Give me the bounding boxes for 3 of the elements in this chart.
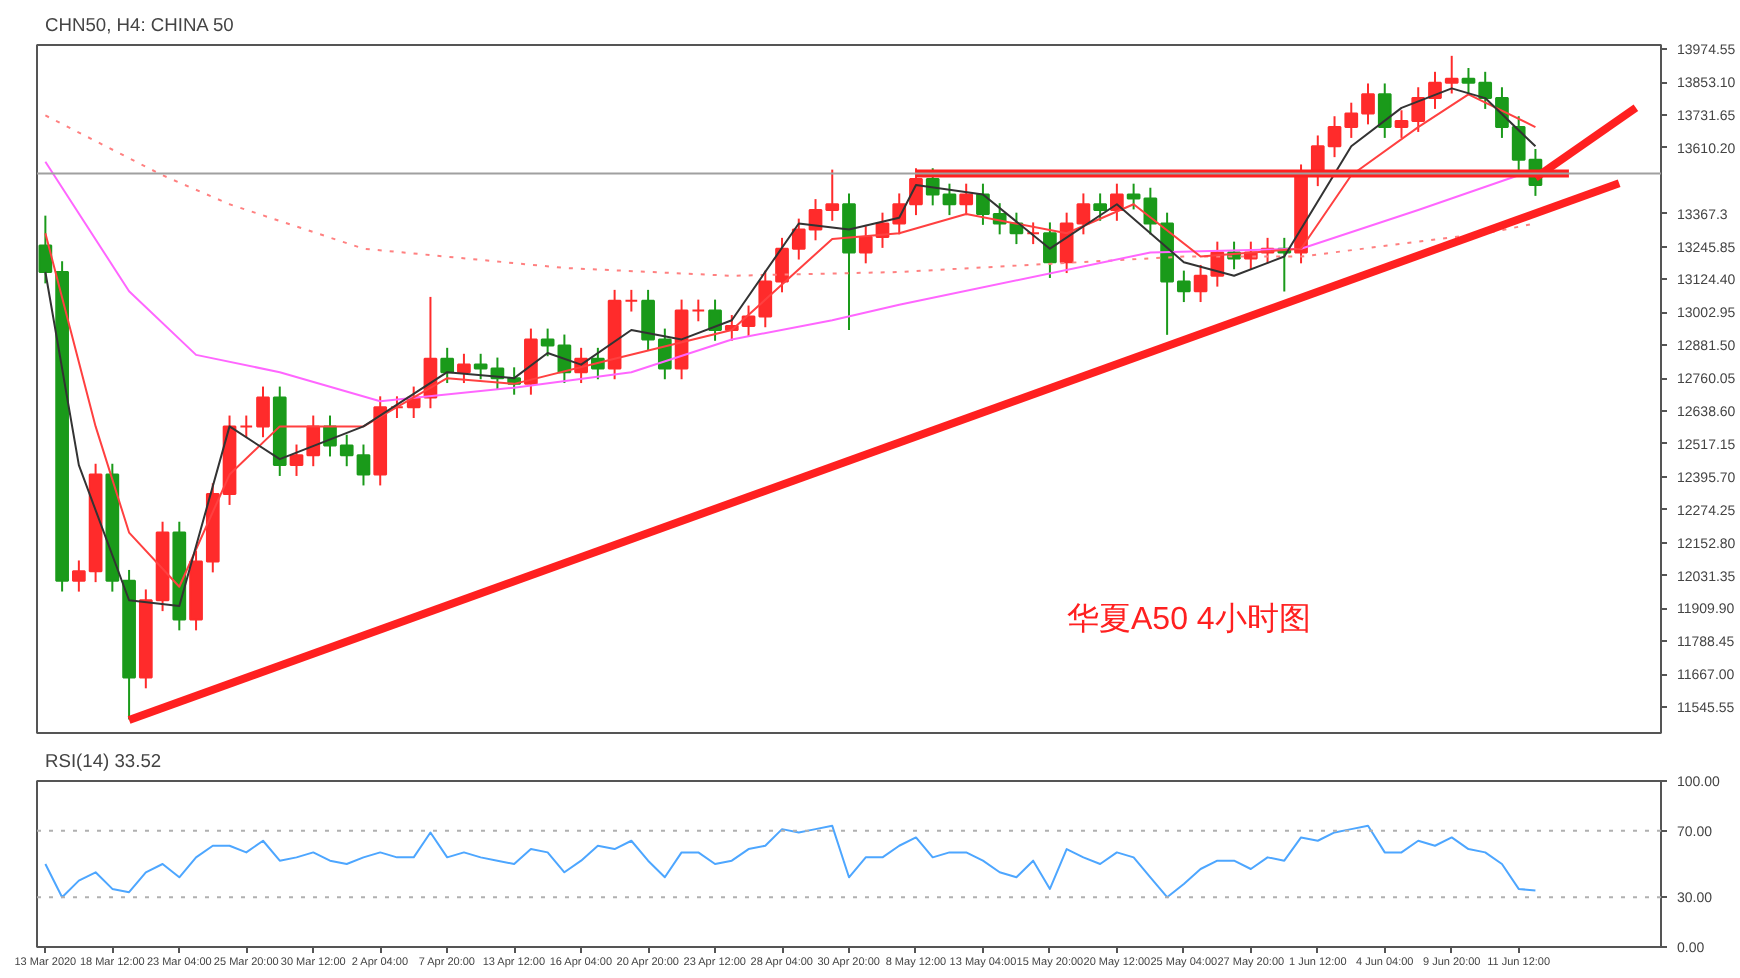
chart-title: RSI(14) 33.52 — [45, 751, 162, 771]
annotation: 华夏A50 4小时图 — [1067, 601, 1311, 637]
chart-title: CHN50, H4: CHINA 50 — [45, 15, 234, 35]
